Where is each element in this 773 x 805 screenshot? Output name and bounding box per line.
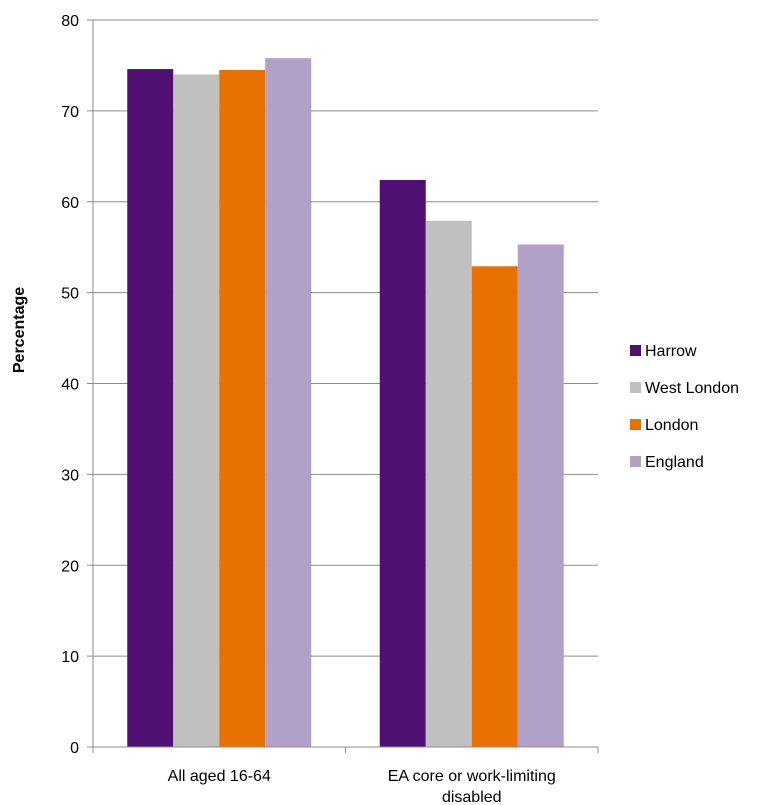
y-tick-labels: 0 10 20 30 40 50 60 70 80 [61,13,79,757]
y-tick-label: 20 [61,558,79,575]
y-tick-label: 70 [61,104,79,121]
legend-swatch [630,456,641,467]
legend-label: West London [645,380,739,397]
y-tick-label: 40 [61,377,79,394]
x-category-label: EA core or work-limiting [388,768,556,785]
bar-england [517,244,564,747]
legend-swatch [630,345,641,356]
y-tick-label: 50 [61,286,79,303]
y-tick-label: 10 [61,649,79,666]
bars [127,58,564,748]
bar-west-london [425,220,472,748]
x-category-label: All aged 16-64 [168,768,271,785]
legend-label: London [645,417,698,434]
bar-harrow [127,69,174,747]
legend-swatch [630,382,641,393]
bar-west-london [173,74,220,747]
x-category-label: disabled [442,789,502,805]
legend-swatch [630,419,641,430]
bar-england [265,58,312,748]
y-tick-label: 60 [61,195,79,212]
y-axis-title: Percentage [11,287,28,373]
y-tick-label: 0 [70,740,79,757]
x-tick-labels: All aged 16-64 EA core or work-limiting di… [168,768,556,805]
legend: Harrow West London London England [630,343,739,471]
y-tick-label: 30 [61,467,79,484]
y-tick-label: 80 [61,13,79,30]
axes [87,19,599,753]
legend-label: Harrow [645,343,697,360]
bar-london [471,266,518,747]
legend-label: England [645,454,704,471]
bar-london [219,69,266,747]
bar-harrow [379,179,426,747]
